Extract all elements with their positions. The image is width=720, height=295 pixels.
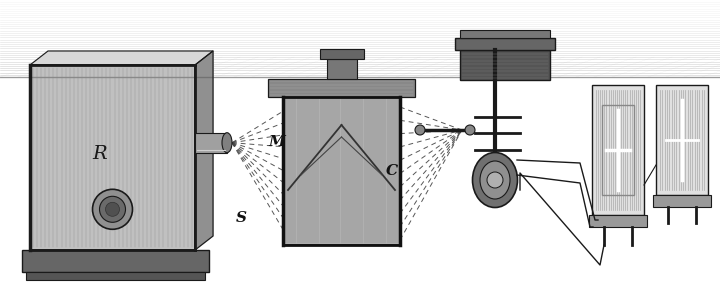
Polygon shape — [195, 51, 213, 250]
Circle shape — [487, 172, 503, 188]
Bar — [592, 85, 644, 215]
Bar — [589, 215, 647, 227]
Bar — [653, 195, 711, 207]
Text: S: S — [235, 211, 247, 225]
Bar — [268, 79, 415, 97]
Circle shape — [92, 189, 132, 229]
Circle shape — [465, 125, 475, 135]
Bar — [460, 30, 550, 38]
Circle shape — [99, 196, 125, 222]
Bar — [30, 65, 195, 250]
Bar — [320, 49, 364, 59]
Text: C: C — [387, 164, 398, 178]
Bar — [26, 272, 205, 280]
Ellipse shape — [480, 161, 510, 199]
Bar — [602, 105, 634, 195]
Circle shape — [415, 125, 425, 135]
Bar — [455, 38, 555, 50]
Text: M: M — [269, 135, 286, 149]
Bar — [283, 97, 400, 245]
Bar — [656, 85, 708, 195]
Polygon shape — [30, 51, 213, 65]
Bar — [460, 50, 550, 80]
Bar — [195, 133, 227, 153]
Ellipse shape — [222, 133, 232, 153]
Circle shape — [106, 202, 120, 216]
Bar — [22, 250, 209, 272]
Ellipse shape — [472, 153, 518, 207]
Text: R: R — [92, 145, 107, 163]
Bar — [326, 59, 356, 79]
